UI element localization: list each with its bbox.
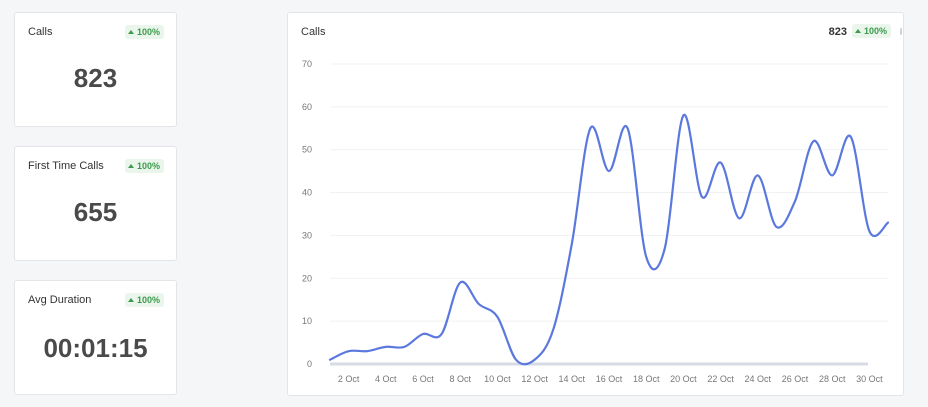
x-tick-label: 16 Oct [596,374,623,384]
x-tick-label: 10 Oct [484,374,511,384]
change-badge: 100% [124,159,164,173]
data-point[interactable] [662,245,668,251]
y-tick-label: 20 [302,273,312,283]
calls-series-line [328,114,890,366]
change-badge: 100% [124,293,164,307]
data-point[interactable] [885,220,891,226]
y-tick-label: 50 [302,145,312,155]
data-point[interactable] [532,357,538,363]
data-point[interactable] [569,241,575,247]
x-tick-label: 12 Oct [521,374,548,384]
triangle-up-icon [854,29,861,33]
x-tick-label: 20 Oct [670,374,697,384]
data-point[interactable] [550,327,556,333]
data-point[interactable] [401,344,407,350]
x-tick-label: 30 Oct [856,374,883,384]
y-tick-label: 10 [302,316,312,326]
data-point[interactable] [829,172,835,178]
x-tick-label: 18 Oct [633,374,660,384]
data-point[interactable] [792,198,798,204]
y-axis-ticks: 0 10 20 30 40 50 60 70 [302,59,312,369]
data-point[interactable] [457,280,463,286]
data-point[interactable] [866,228,872,234]
data-point[interactable] [420,331,426,337]
x-axis-ticks: 2 Oct 4 Oct 6 Oct 8 Oct 10 Oct 12 Oct 14 Oct 16… [338,374,883,384]
chart-grid [330,63,888,366]
chart-total-value: 823 [828,26,847,38]
stat-card-value: 823 [73,63,118,93]
y-tick-label: 0 [307,359,312,369]
chart-series [327,112,891,366]
data-point[interactable] [364,348,370,354]
data-point[interactable] [680,112,686,118]
data-point[interactable] [513,357,519,363]
data-point[interactable] [755,172,761,178]
x-tick-label: 8 Oct [449,374,471,384]
data-point[interactable] [439,331,445,337]
stat-card-title: Calls [28,26,53,38]
calls-stat-card: Calls 100% 823 [14,12,177,127]
stat-card-title: First Time Calls [28,160,104,172]
change-badge: 100% [851,24,891,38]
x-tick-label: 6 Oct [412,374,434,384]
chart-title: Calls [301,26,326,38]
change-badge-value: 100% [863,26,887,36]
y-tick-label: 30 [302,230,312,240]
stat-card-value: 00:01:15 [43,333,148,363]
stat-card-title: Avg Duration [28,294,92,306]
y-tick-label: 70 [302,59,312,69]
calls-line-chart: 0 10 20 30 40 50 60 70 2 Oct 4 Oct 6 Oct 8 Oct 10 O… [302,59,891,384]
triangle-up-icon [127,298,134,302]
data-point[interactable] [383,344,389,350]
x-tick-label: 28 Oct [819,374,846,384]
y-tick-label: 40 [302,188,312,198]
data-point[interactable] [699,194,705,200]
x-tick-label: 14 Oct [559,374,586,384]
change-badge-value: 100% [136,295,160,305]
x-tick-label: 22 Oct [707,374,734,384]
data-point[interactable] [606,168,612,174]
scroll-edge-indicator [900,28,902,35]
data-point[interactable] [848,134,854,140]
change-badge: 100% [124,25,164,39]
data-point[interactable] [643,254,649,260]
change-badge-value: 100% [136,27,160,37]
x-tick-label: 4 Oct [375,374,397,384]
change-badge-value: 100% [136,161,160,171]
triangle-up-icon [127,164,134,168]
data-point[interactable] [587,125,593,131]
avg-duration-stat-card: Avg Duration 100% 00:01:15 [14,280,177,395]
data-point[interactable] [327,357,333,363]
data-point[interactable] [811,138,817,144]
triangle-up-icon [127,30,134,34]
calls-chart-card: 0 10 20 30 40 50 60 70 2 Oct 4 Oct 6 Oct 8 Oct 10 O… [287,12,904,396]
stat-card-value: 655 [73,197,118,227]
x-tick-label: 26 Oct [782,374,809,384]
x-tick-label: 2 Oct [338,374,360,384]
data-point[interactable] [625,125,631,131]
data-point[interactable] [736,215,742,221]
first-time-calls-stat-card: First Time Calls 100% 655 [14,146,177,261]
data-point[interactable] [773,224,779,230]
data-point[interactable] [346,348,352,354]
data-point[interactable] [476,301,482,307]
y-tick-label: 60 [302,102,312,112]
data-point[interactable] [494,314,500,320]
data-point[interactable] [718,160,724,166]
x-tick-label: 24 Oct [745,374,772,384]
